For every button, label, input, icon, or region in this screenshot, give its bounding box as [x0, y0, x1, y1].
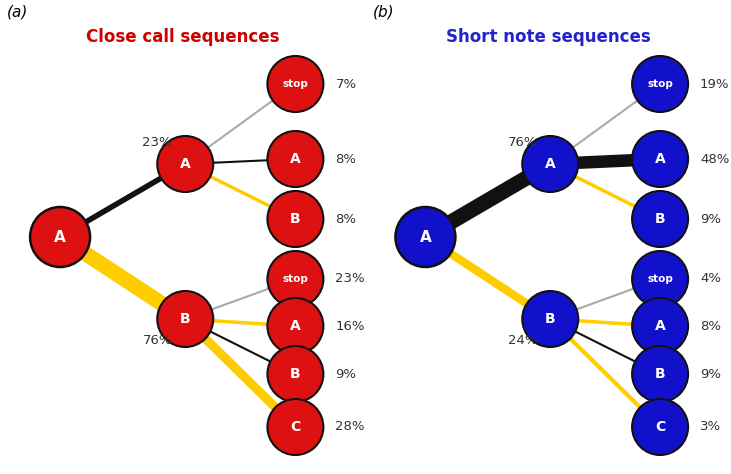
Text: 8%: 8%: [336, 212, 357, 226]
Text: B: B: [545, 312, 556, 326]
Text: (a): (a): [7, 5, 29, 20]
Text: B: B: [180, 312, 191, 326]
Ellipse shape: [522, 291, 578, 347]
Text: (b): (b): [373, 5, 395, 20]
Ellipse shape: [632, 191, 688, 247]
Ellipse shape: [632, 399, 688, 455]
Text: A: A: [180, 157, 191, 171]
Text: stop: stop: [282, 79, 308, 89]
Text: 7%: 7%: [336, 78, 357, 91]
Text: A: A: [290, 319, 300, 333]
Ellipse shape: [268, 56, 323, 112]
Ellipse shape: [157, 136, 213, 192]
Text: 9%: 9%: [700, 212, 721, 226]
Text: 23%: 23%: [336, 273, 365, 285]
Ellipse shape: [157, 291, 213, 347]
Text: A: A: [290, 152, 300, 166]
Text: C: C: [290, 420, 300, 434]
Ellipse shape: [632, 346, 688, 402]
Text: 48%: 48%: [700, 153, 730, 165]
Text: C: C: [655, 420, 665, 434]
Text: 8%: 8%: [700, 319, 721, 332]
Text: 76%: 76%: [143, 335, 172, 347]
Text: 19%: 19%: [700, 78, 730, 91]
Text: stop: stop: [647, 79, 673, 89]
Text: A: A: [420, 229, 431, 245]
Text: A: A: [655, 319, 665, 333]
Ellipse shape: [632, 56, 688, 112]
Ellipse shape: [30, 207, 90, 267]
Text: A: A: [54, 229, 66, 245]
Ellipse shape: [522, 136, 578, 192]
Text: stop: stop: [282, 274, 308, 284]
Ellipse shape: [268, 251, 323, 307]
Ellipse shape: [268, 346, 323, 402]
Ellipse shape: [395, 207, 455, 267]
Text: 28%: 28%: [336, 420, 365, 434]
Ellipse shape: [632, 251, 688, 307]
Text: A: A: [545, 157, 556, 171]
Text: 9%: 9%: [700, 367, 721, 381]
Text: 24%: 24%: [507, 335, 537, 347]
Text: A: A: [655, 152, 665, 166]
Ellipse shape: [632, 298, 688, 354]
Text: 8%: 8%: [336, 153, 357, 165]
Text: 76%: 76%: [507, 136, 537, 148]
Text: B: B: [655, 367, 665, 381]
Text: 16%: 16%: [336, 319, 365, 332]
Ellipse shape: [268, 191, 323, 247]
Text: Short note sequences: Short note sequences: [446, 28, 651, 46]
Text: 23%: 23%: [143, 136, 172, 148]
Text: 4%: 4%: [700, 273, 721, 285]
Text: 9%: 9%: [336, 367, 357, 381]
Text: B: B: [655, 212, 665, 226]
Text: Close call sequences: Close call sequences: [86, 28, 279, 46]
Text: 3%: 3%: [700, 420, 721, 434]
Ellipse shape: [268, 298, 323, 354]
Text: stop: stop: [647, 274, 673, 284]
Text: B: B: [290, 367, 300, 381]
Ellipse shape: [268, 399, 323, 455]
Text: B: B: [290, 212, 300, 226]
Ellipse shape: [268, 131, 323, 187]
Ellipse shape: [632, 131, 688, 187]
